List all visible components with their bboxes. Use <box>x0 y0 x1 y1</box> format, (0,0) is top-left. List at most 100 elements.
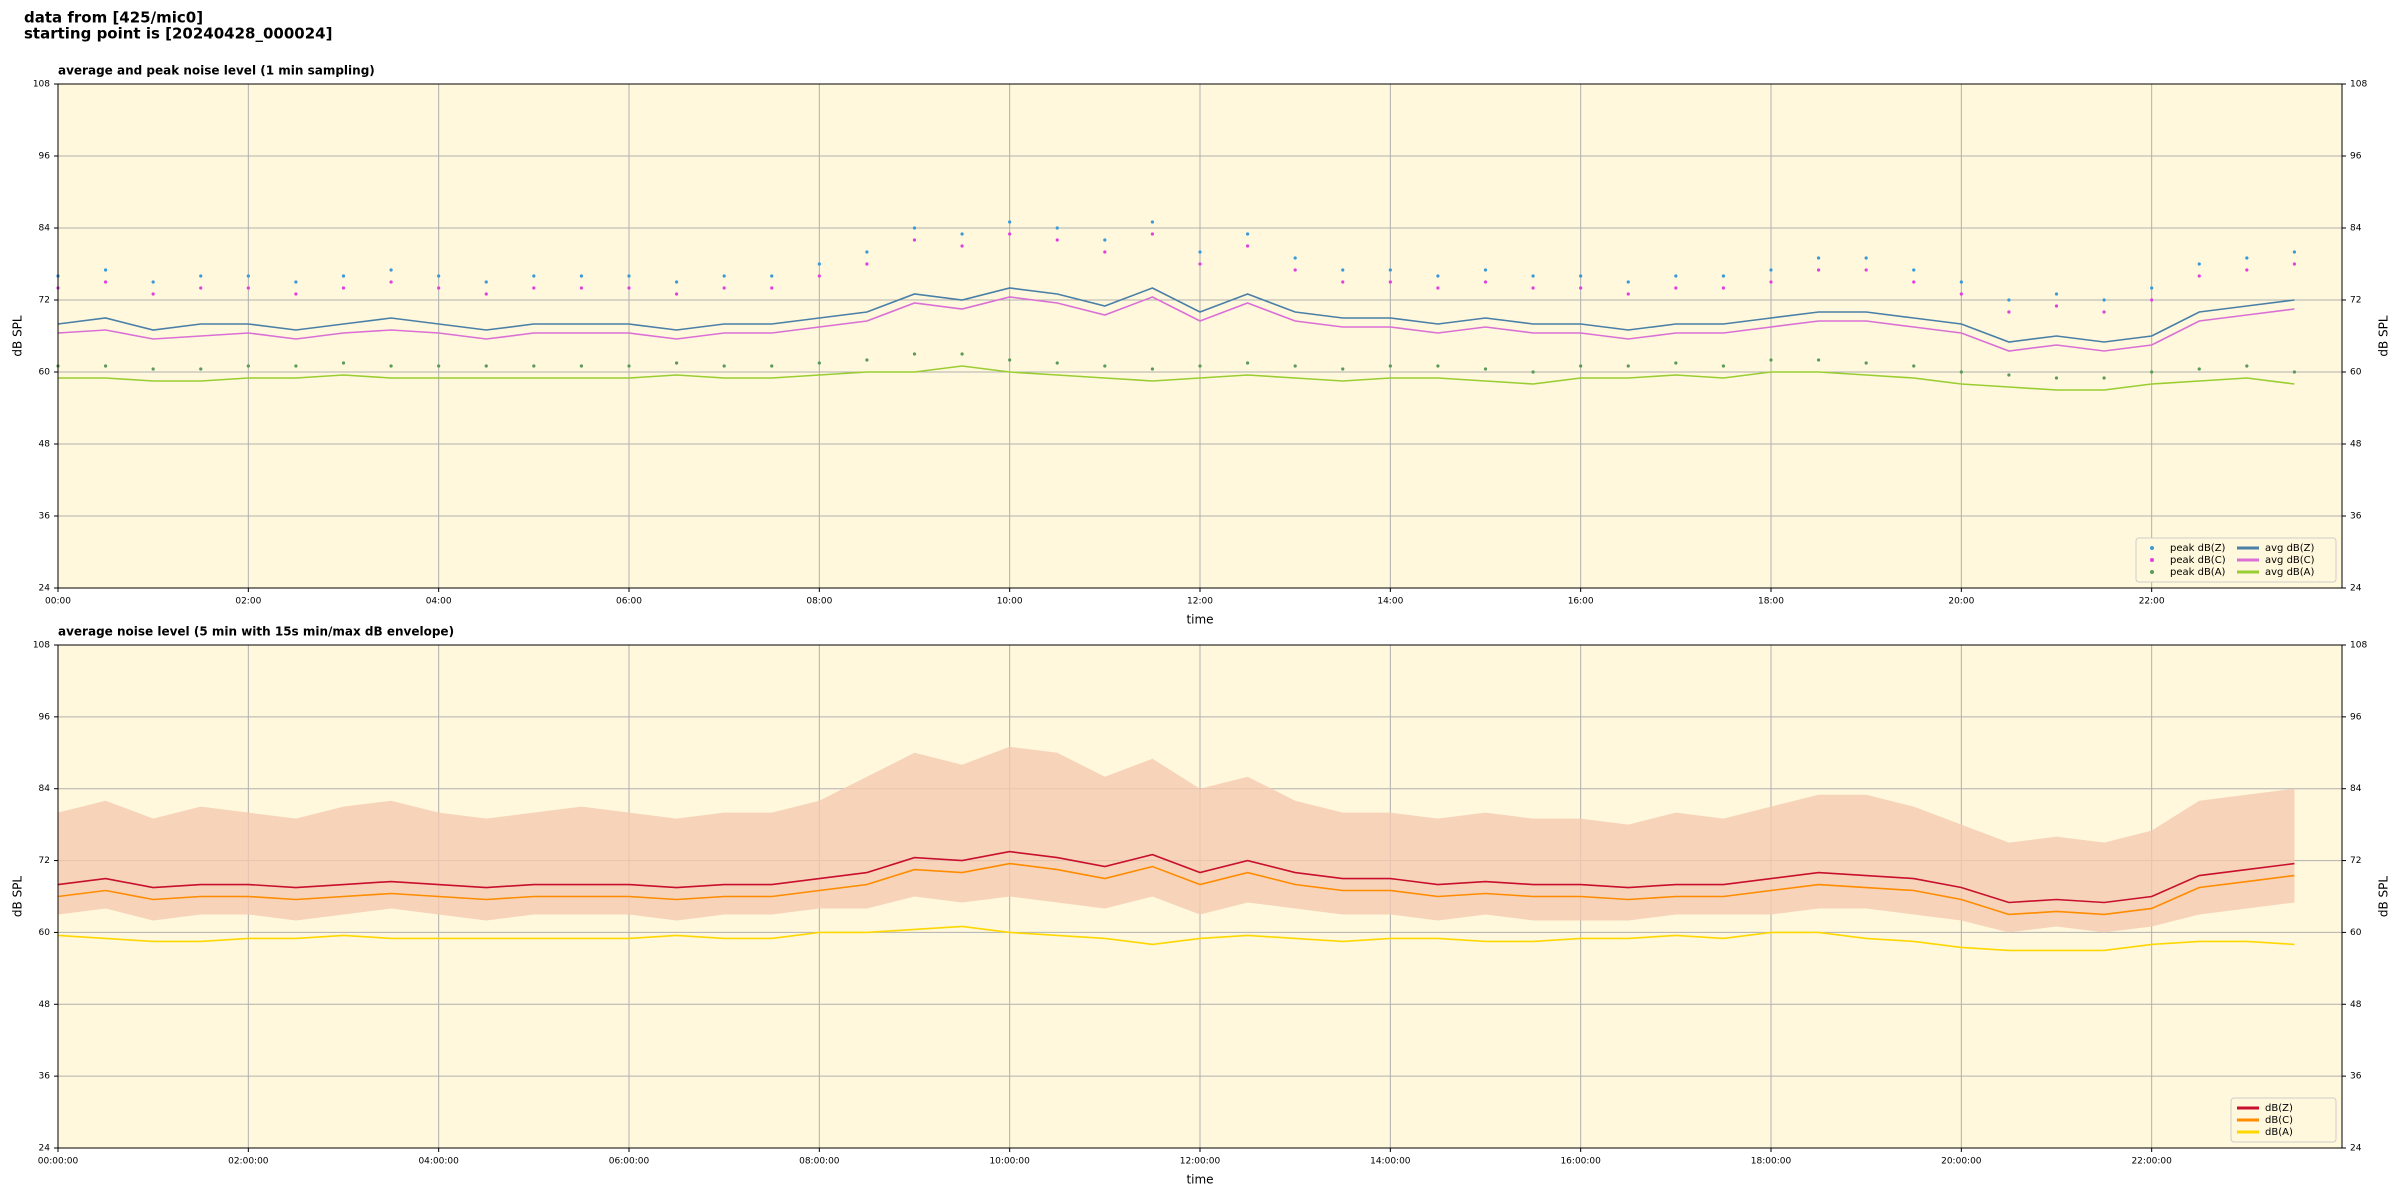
y-tick-label: 108 <box>33 641 50 651</box>
peak-dot <box>1341 268 1345 272</box>
peak-dot <box>1388 364 1392 368</box>
peak-dot <box>674 292 679 296</box>
y-tick-label: 96 <box>39 152 51 162</box>
y-tick-label: 60 <box>2350 368 2362 378</box>
peak-dot <box>674 280 679 284</box>
peak-dot <box>722 274 726 278</box>
y-axis-label: dB SPL <box>11 876 25 918</box>
peak-dot <box>484 280 488 284</box>
peak-dot <box>1245 361 1250 365</box>
y-tick-label: 60 <box>39 368 51 378</box>
peak-dot <box>2007 373 2011 377</box>
legend-label: dB(A) <box>2265 1127 2293 1138</box>
peak-dot <box>770 286 774 290</box>
x-tick-label: 08:00 <box>806 597 832 607</box>
y-tick-label: 108 <box>2350 641 2367 651</box>
y-tick-label: 96 <box>39 712 51 722</box>
peak-dot <box>151 280 155 284</box>
peak-dot <box>341 361 346 365</box>
peak-dot <box>1293 256 1297 260</box>
peak-dot <box>389 280 393 284</box>
peak-dot <box>627 286 631 290</box>
series-line <box>57 862 2295 916</box>
y-tick-label: 96 <box>2350 712 2362 722</box>
peak-dot <box>341 274 346 278</box>
peak-dot <box>1721 364 1726 368</box>
peak-dot <box>1579 274 1583 278</box>
y-tick-label: 84 <box>39 224 51 234</box>
legend-label: peak dB(Z) <box>2170 543 2226 554</box>
legend-label: dB(Z) <box>2265 1103 2293 1114</box>
peak-dot <box>1959 370 1963 374</box>
x-tick-label: 10:00:00 <box>989 1157 1030 1167</box>
y-tick-label: 36 <box>2350 512 2362 522</box>
peak-dot <box>1674 274 1678 278</box>
x-tick-label: 06:00:00 <box>609 1157 650 1167</box>
y-tick-label: 24 <box>2350 1144 2362 1154</box>
x-tick-label: 18:00 <box>1758 597 1784 607</box>
peak-dot <box>1245 244 1250 248</box>
legend-label: dB(C) <box>2265 1115 2293 1126</box>
peak-dot <box>389 364 393 368</box>
y-tick-label: 36 <box>39 1072 51 1082</box>
peak-dot <box>1864 361 1868 365</box>
y-tick-label: 96 <box>2350 152 2362 162</box>
legend-label: avg dB(Z) <box>2265 543 2315 554</box>
series-line <box>57 925 2295 952</box>
y-tick-label: 84 <box>2350 224 2362 234</box>
peak-dot <box>1769 268 1773 272</box>
peak-dot <box>1769 280 1773 284</box>
peak-dot <box>2197 367 2201 371</box>
peak-dot <box>1483 367 1488 371</box>
y-tick-label: 84 <box>39 784 51 794</box>
peak-dot <box>1150 367 1155 371</box>
peak-dot <box>1959 292 1963 296</box>
peak-dot <box>1864 268 1868 272</box>
y-tick-label: 84 <box>2350 784 2362 794</box>
peak-dot <box>389 268 393 272</box>
x-tick-label: 16:00:00 <box>1560 1157 1601 1167</box>
peak-dot <box>1008 358 1012 362</box>
peak-dot <box>103 364 108 368</box>
legend-box <box>2135 537 2337 583</box>
peak-dot <box>341 286 346 290</box>
peak-dot <box>1150 232 1155 236</box>
peak-dot <box>151 292 155 296</box>
peak-dot <box>770 364 774 368</box>
peak-dot <box>2102 298 2106 302</box>
peak-dot <box>1341 280 1345 284</box>
y-tick-label: 72 <box>2350 296 2361 306</box>
peak-dot <box>1055 361 1059 365</box>
peak-dot <box>2054 376 2059 380</box>
peak-dot <box>199 286 203 290</box>
peak-dot <box>960 244 964 248</box>
peak-dot <box>1816 358 1821 362</box>
x-tick-label: 14:00:00 <box>1370 1157 1411 1167</box>
x-tick-label: 12:00:00 <box>1180 1157 1221 1167</box>
peak-dot <box>2150 370 2154 374</box>
peak-dot <box>1008 220 1012 224</box>
peak-dot <box>437 274 441 278</box>
peak-dot <box>1626 280 1630 284</box>
peak-dot <box>1531 370 1535 374</box>
peak-dot <box>199 367 203 371</box>
peak-dot <box>2102 376 2106 380</box>
peak-dot <box>294 292 298 296</box>
x-tick-label: 22:00 <box>2139 597 2165 607</box>
peak-dot <box>912 352 917 356</box>
chart-title: average and peak noise level (1 min samp… <box>58 64 375 78</box>
peak-dot <box>1388 280 1392 284</box>
y-axis-label: dB SPL <box>2377 876 2391 918</box>
peak-dot <box>817 262 821 266</box>
peak-dot <box>1912 280 1916 284</box>
peak-dot <box>770 274 774 278</box>
series-line <box>57 287 2295 343</box>
envelope <box>58 746 2295 933</box>
x-tick-label: 18:00:00 <box>1751 1157 1792 1167</box>
plot-frame <box>57 83 2343 589</box>
x-tick-label: 04:00:00 <box>418 1157 459 1167</box>
y-tick-label: 24 <box>39 584 51 594</box>
x-tick-label: 06:00 <box>616 597 642 607</box>
peak-dot <box>817 274 821 278</box>
